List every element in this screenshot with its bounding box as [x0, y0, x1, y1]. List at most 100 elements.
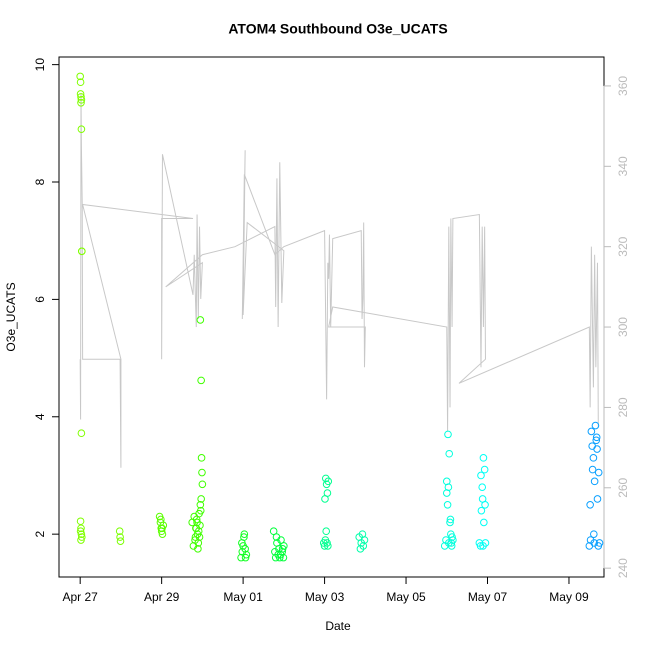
data-point	[78, 247, 86, 256]
data-point	[448, 533, 456, 541]
data-point	[77, 429, 86, 438]
x-tick-label: Apr 27	[63, 590, 99, 604]
data-point	[588, 465, 597, 474]
data-point	[324, 477, 333, 486]
data-point	[278, 545, 287, 553]
data-point	[77, 96, 86, 104]
data-point	[115, 527, 124, 536]
data-point	[593, 445, 601, 453]
data-point	[592, 433, 601, 442]
data-point	[477, 506, 486, 515]
data-point	[77, 98, 85, 107]
data-point	[197, 376, 205, 385]
data-point	[116, 537, 125, 545]
x-axis-label: Date	[325, 619, 351, 633]
data-point	[323, 539, 331, 547]
y2-tick-label: 320	[616, 236, 630, 256]
data-point	[586, 536, 595, 544]
data-point	[444, 430, 452, 439]
data-point	[241, 553, 250, 562]
data-point	[76, 78, 85, 87]
data-point	[445, 449, 454, 458]
data-point	[78, 533, 86, 541]
data-point	[77, 524, 85, 533]
y-tick-label: 2	[33, 530, 47, 537]
data-point	[238, 539, 246, 547]
y-tick-label: 4	[33, 413, 47, 420]
data-point	[360, 536, 369, 544]
data-point	[198, 480, 207, 489]
data-point	[157, 515, 165, 524]
y2-tick-label: 300	[616, 317, 630, 337]
data-point	[194, 545, 202, 553]
x-tick-label: May 01	[223, 590, 263, 604]
x-tick-label: May 05	[386, 590, 426, 604]
data-point	[158, 524, 166, 533]
x-tick-label: May 09	[549, 590, 589, 604]
chart-title: ATOM4 Southbound O3e_UCATS	[228, 21, 447, 37]
data-point	[588, 442, 596, 450]
plot-frame	[58, 56, 605, 578]
data-point	[447, 539, 456, 547]
data-point	[321, 495, 329, 503]
data-point	[76, 517, 85, 526]
data-point	[592, 436, 601, 445]
data-point	[591, 421, 600, 430]
x-tick-label: May 07	[468, 590, 508, 604]
data-point	[196, 501, 205, 509]
data-point	[197, 454, 206, 462]
data-point	[480, 518, 488, 527]
x-tick-label: Apr 29	[144, 590, 180, 604]
data-point	[478, 483, 487, 492]
data-point	[76, 90, 85, 98]
data-point	[77, 125, 86, 133]
data-point	[192, 524, 201, 533]
data-point	[446, 515, 455, 524]
data-point	[444, 483, 453, 492]
data-point	[586, 501, 594, 509]
data-point	[198, 468, 206, 477]
data-line	[79, 93, 599, 468]
data-point	[241, 545, 249, 553]
data-point	[359, 542, 368, 550]
y-tick-label: 10	[33, 58, 47, 72]
data-point	[595, 539, 604, 547]
y2-tick-label: 340	[616, 156, 630, 176]
data-point	[479, 542, 487, 550]
y2-tick-label: 260	[616, 477, 630, 497]
data-point	[116, 533, 124, 541]
data-point	[77, 530, 86, 538]
data-point	[324, 542, 332, 550]
data-point	[447, 542, 456, 550]
x-tick-label: May 03	[305, 590, 345, 604]
data-point	[272, 533, 281, 541]
data-point	[77, 536, 85, 544]
data-point	[589, 454, 598, 462]
data-point	[242, 550, 251, 559]
data-point	[446, 518, 454, 527]
data-point	[240, 530, 249, 538]
data-point	[590, 477, 599, 486]
data-point	[269, 527, 278, 536]
data-point	[194, 539, 203, 547]
y-tick-label: 6	[33, 296, 47, 303]
y-tick-label: 8	[33, 178, 47, 185]
data-point	[481, 501, 489, 509]
data-point	[480, 465, 489, 474]
y2-tick-label: 240	[616, 558, 630, 578]
data-point	[477, 471, 485, 480]
data-point	[587, 427, 596, 436]
data-point	[191, 533, 200, 541]
data-point	[443, 501, 452, 509]
data-point	[593, 495, 602, 503]
data-point	[193, 518, 201, 527]
data-point	[195, 533, 204, 541]
data-point	[322, 527, 331, 536]
data-point	[196, 316, 205, 324]
data-point	[196, 506, 205, 515]
data-point	[158, 530, 167, 538]
y-axis-label: O3e_UCATS	[4, 282, 18, 351]
data-point	[77, 93, 85, 101]
data-point	[590, 530, 598, 538]
